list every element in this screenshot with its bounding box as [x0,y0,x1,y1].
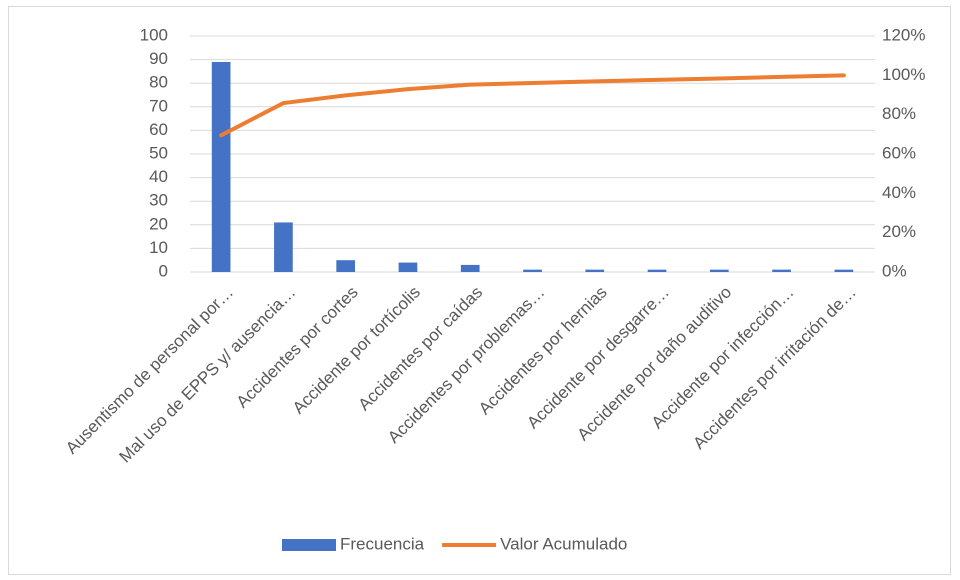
y-tick-label: 10 [149,238,168,257]
bar [460,264,480,272]
chart-frame [8,6,951,575]
bar [647,269,667,272]
y2-tick-label: 60% [882,143,916,162]
bar [585,269,605,272]
y2-tick-label: 40% [882,183,916,202]
y2-tick-label: 120% [882,25,925,44]
y-tick-label: 60 [149,120,168,139]
y-tick-label: 40 [149,167,168,186]
y-tick-label: 30 [149,191,168,210]
y-tick-label: 0 [159,261,168,280]
line [219,73,846,138]
y-tick-label: 20 [149,214,168,233]
bar [709,269,729,272]
bar [274,222,293,272]
y2-tick-label: 20% [882,222,916,241]
bar [211,61,231,273]
legend-swatch [282,539,336,551]
y-tick-label: 100 [140,25,168,44]
legend-label: Frecuencia [340,534,425,553]
y-tick-label: 50 [149,143,168,162]
y-tick-label: 70 [149,96,168,115]
y-tick-label: 90 [149,49,168,68]
bar [772,269,791,272]
bar [398,262,418,272]
legend-label: Valor Acumulado [500,534,627,553]
bar [834,269,854,272]
y2-tick-label: 80% [882,104,916,123]
y2-tick-label: 100% [882,65,925,84]
y2-tick-label: 0% [882,261,907,280]
bar [523,269,542,272]
y-tick-label: 80 [149,73,168,92]
bar [336,260,356,272]
